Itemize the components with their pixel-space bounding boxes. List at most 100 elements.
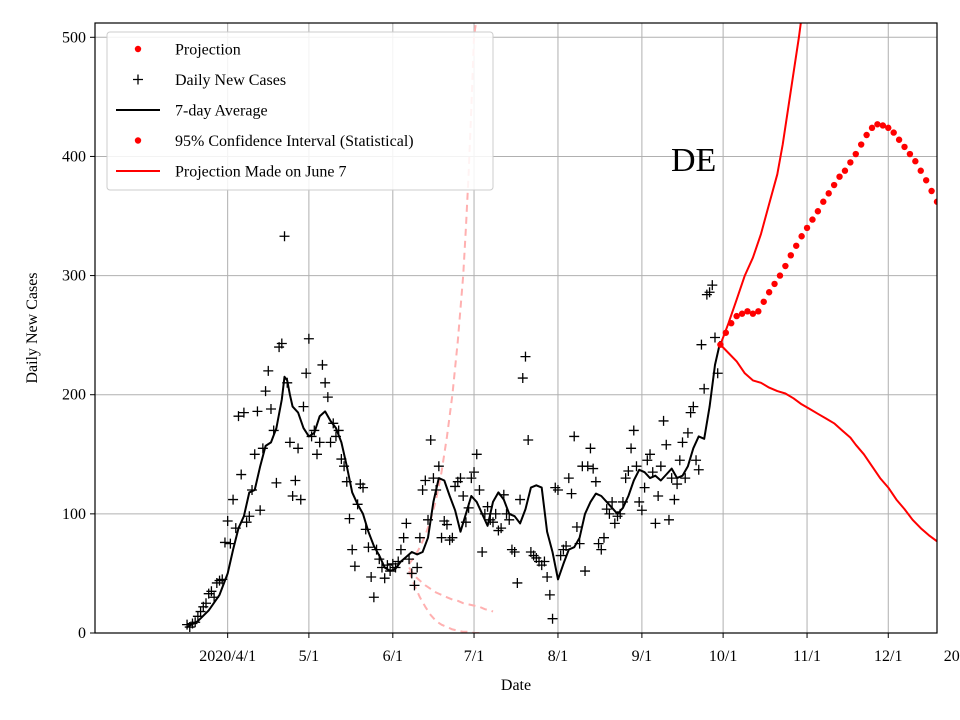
daily-case-marker [636, 505, 647, 516]
projection-point [830, 181, 838, 189]
daily-case-marker [303, 333, 314, 344]
projection-point [885, 124, 892, 132]
daily-case-marker [395, 544, 406, 555]
projection-point [809, 216, 816, 223]
daily-case-marker [552, 485, 563, 496]
legend-dot-marker [134, 137, 142, 144]
daily-case-marker [325, 437, 336, 448]
daily-case-marker [404, 554, 415, 565]
daily-case-marker [623, 465, 634, 476]
ci-lower-line [719, 344, 937, 543]
daily-case-marker [520, 351, 531, 362]
projection-point [836, 173, 843, 180]
projection-point [814, 208, 822, 215]
daily-case-marker [712, 368, 723, 379]
daily-case-marker [674, 455, 685, 466]
daily-case-marker [469, 467, 480, 478]
legend-label: Projection [175, 42, 241, 59]
daily-case-marker [428, 473, 439, 484]
daily-case-marker [655, 461, 666, 472]
daily-case-marker [501, 508, 512, 519]
projection-point [922, 177, 930, 184]
x-tick-label: 11/1 [793, 648, 821, 665]
daily-case-marker [544, 589, 555, 600]
daily-case-marker [409, 580, 420, 591]
y-tick-label: 200 [62, 387, 86, 404]
daily-case-marker [287, 490, 298, 501]
projection-point [733, 312, 740, 320]
daily-case-marker [201, 598, 212, 609]
daily-case-marker [206, 586, 217, 597]
x-tick-label: 8/1 [548, 648, 568, 665]
daily-case-marker [279, 231, 290, 242]
daily-case-marker [466, 473, 477, 484]
x-tick-label: 2021/1/1 [944, 648, 960, 665]
daily-case-marker [631, 461, 642, 472]
projection-point [841, 167, 849, 174]
legend-plus-marker [133, 74, 143, 85]
plot-area [182, 23, 937, 633]
daily-case-marker [238, 407, 249, 418]
daily-case-marker [260, 386, 271, 397]
x-tick-label: 10/1 [709, 648, 737, 665]
daily-case-marker [593, 538, 604, 549]
projection-point [803, 224, 811, 232]
daily-case-marker [685, 407, 696, 418]
daily-case-marker [580, 566, 591, 577]
daily-case-marker [341, 476, 352, 487]
daily-case-marker [512, 577, 523, 588]
daily-case-marker [401, 518, 412, 529]
daily-case-marker [366, 572, 377, 583]
daily-case-marker [271, 477, 282, 488]
daily-case-marker [371, 544, 382, 555]
daily-case-marker [458, 490, 469, 501]
projection-point [782, 262, 789, 270]
daily-case-marker [358, 482, 369, 493]
projection-point [874, 121, 881, 128]
daily-case-marker [257, 443, 268, 454]
daily-case-marker [293, 443, 304, 454]
daily-case-marker [312, 449, 323, 460]
daily-case-marker [588, 463, 599, 474]
projection-point [738, 310, 746, 317]
projection-point [717, 341, 724, 348]
daily-case-marker [661, 439, 672, 450]
projection-point [798, 233, 805, 240]
daily-case-marker [642, 455, 653, 466]
legend: Projection Daily New Cases 7-day Average 95… [106, 31, 494, 191]
x-axis-label: Date [501, 677, 531, 694]
daily-case-marker [436, 532, 447, 543]
daily-case-marker [523, 434, 534, 445]
daily-case-marker [699, 383, 710, 394]
daily-case-marker [487, 517, 498, 528]
daily-case-marker [228, 494, 239, 505]
daily-case-marker [330, 431, 341, 442]
daily-case-marker [368, 592, 379, 603]
projection-point [820, 198, 827, 205]
projection-point [857, 141, 865, 148]
y-tick-label: 0 [78, 625, 86, 642]
daily-case-marker [669, 494, 680, 505]
daily-case-marker [590, 476, 601, 487]
legend-dot-marker [134, 45, 142, 53]
daily-case-marker [617, 496, 628, 507]
y-tick-label: 300 [62, 268, 86, 285]
daily-case-marker [604, 508, 615, 519]
daily-case-marker [455, 473, 466, 484]
daily-case-marker [360, 524, 371, 535]
projection-point [776, 272, 784, 279]
daily-case-marker [349, 561, 360, 572]
x-tick-label: 5/1 [299, 648, 319, 665]
axis-ticks: 2020/4/1 5/1 6/1 7/1 8/1 9/1 10/1 11/1 12/1 2021/… [62, 29, 960, 665]
projection-point [771, 280, 778, 288]
daily-case-marker [414, 532, 425, 543]
x-tick-label: 12/1 [874, 648, 902, 665]
projection-point [933, 198, 937, 205]
daily-case-marker [241, 517, 252, 528]
june-projection-lower-line [408, 570, 480, 633]
daily-case-marker [653, 490, 664, 501]
daily-case-marker [244, 511, 255, 522]
daily-case-marker [217, 574, 228, 585]
region-label: DE [671, 142, 716, 179]
daily-case-marker [477, 546, 488, 557]
